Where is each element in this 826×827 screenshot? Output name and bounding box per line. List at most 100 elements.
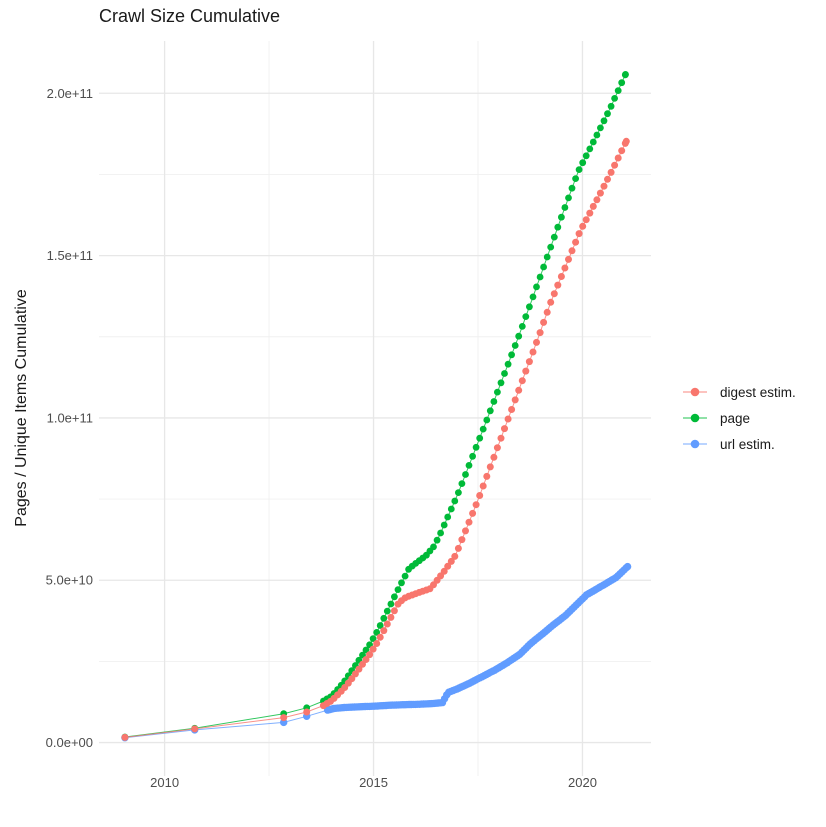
series-point-digest: [493, 444, 501, 452]
legend-label-digest-estim: digest estim.: [720, 384, 796, 400]
series-point-digest: [376, 633, 384, 641]
series-point-page: [504, 360, 512, 368]
series-point-page: [536, 273, 544, 281]
series-point-digest: [504, 415, 512, 423]
series-point-digest: [579, 222, 587, 230]
y-tick-label: 1.0e+11: [47, 410, 93, 425]
legend-label-url-estim: url estim.: [720, 436, 775, 452]
series-point-page: [593, 131, 601, 139]
series-point-page: [618, 79, 626, 87]
y-tick-label: 0.0e+00: [46, 735, 93, 750]
legend-label-page: page: [720, 410, 751, 426]
series-point-digest: [390, 607, 398, 615]
series-point-page: [476, 434, 484, 442]
series-point-digest: [351, 670, 359, 678]
legend-item-page: page: [682, 408, 796, 428]
series-point-page: [550, 233, 558, 241]
series-point-digest: [618, 147, 626, 155]
series-point-digest: [554, 281, 562, 289]
series-point-page: [433, 536, 441, 544]
series-point-page: [462, 471, 469, 478]
series-point-digest: [518, 377, 526, 385]
series-point-page: [444, 513, 452, 521]
series-point-page: [586, 145, 594, 153]
series-point-page: [518, 323, 526, 330]
series-point-page: [376, 622, 384, 629]
x-tick-label: 2015: [359, 775, 388, 790]
legend-key-url-icon: [683, 439, 707, 449]
series-point-page: [554, 223, 562, 231]
series-point-digest: [547, 298, 555, 306]
series-point-page: [373, 629, 381, 636]
series-line-url: [124, 566, 628, 739]
series-point-digest: [380, 627, 388, 635]
series-point-digest: [522, 367, 530, 375]
series-point-digest: [607, 168, 615, 176]
series-point-digest: [511, 396, 519, 404]
series-point-page: [369, 635, 377, 642]
series-point-digest: [533, 338, 540, 346]
series-point-digest: [622, 137, 630, 145]
series-point-digest: [479, 482, 487, 490]
series-point-digest: [387, 613, 395, 621]
series-point-digest: [303, 708, 311, 716]
series-point-digest: [497, 434, 505, 442]
series-point-page: [600, 117, 608, 125]
series-point-page: [451, 497, 459, 505]
series-point-page: [604, 110, 611, 118]
series-point-digest: [355, 665, 363, 673]
series-point-digest: [589, 202, 597, 210]
series-point-url: [623, 562, 632, 571]
series-point-digest: [490, 453, 498, 461]
series-point-digest: [600, 182, 608, 190]
series-point-page: [483, 416, 491, 424]
series-point-page: [589, 138, 597, 146]
series-point-digest: [476, 492, 484, 499]
series-point-digest: [465, 518, 473, 526]
series-point-digest: [529, 348, 537, 356]
series-point-page: [522, 313, 530, 320]
series-point-digest: [596, 189, 604, 197]
series-point-digest: [557, 273, 565, 280]
series-point-digest: [444, 562, 452, 570]
series-point-page: [614, 87, 622, 94]
series-point-page: [508, 351, 515, 359]
series-point-page: [458, 480, 466, 487]
series-point-digest: [451, 552, 459, 560]
chart-title: Crawl Size Cumulative: [99, 6, 281, 26]
series-point-digest: [515, 386, 523, 394]
series-point-digest: [359, 660, 366, 668]
series-point-page: [501, 370, 508, 377]
x-tick-label: 2020: [568, 775, 597, 790]
series-point-digest: [191, 725, 199, 733]
series-point-page: [398, 579, 405, 587]
series-point-digest: [561, 264, 569, 272]
series-point-page: [607, 102, 615, 110]
series-point-digest: [486, 463, 494, 471]
series-point-digest: [572, 238, 580, 246]
series-point-page: [465, 462, 473, 469]
series-point-digest: [611, 161, 619, 169]
series-point-page: [387, 600, 395, 608]
series-point-page: [437, 529, 444, 537]
series-point-page: [529, 293, 537, 301]
series-point-page: [394, 586, 402, 593]
series-point-page: [568, 184, 576, 192]
series-point-page: [479, 425, 487, 433]
series-point-page: [572, 175, 579, 183]
series-point-digest: [280, 714, 288, 722]
series-point-digest: [508, 406, 516, 413]
series-point-page: [401, 572, 409, 580]
series-point-digest: [525, 358, 533, 366]
y-tick-label: 2.0e+11: [47, 86, 93, 101]
series-point-digest: [568, 247, 576, 255]
series-point-page: [497, 379, 505, 387]
series-point-digest: [483, 472, 491, 480]
series-point-digest: [604, 175, 611, 183]
series-point-digest: [586, 209, 594, 217]
series-point-page: [543, 253, 551, 261]
series-point-digest: [565, 255, 572, 263]
legend-key-digest-icon: [683, 387, 707, 397]
series-point-page: [622, 71, 629, 78]
